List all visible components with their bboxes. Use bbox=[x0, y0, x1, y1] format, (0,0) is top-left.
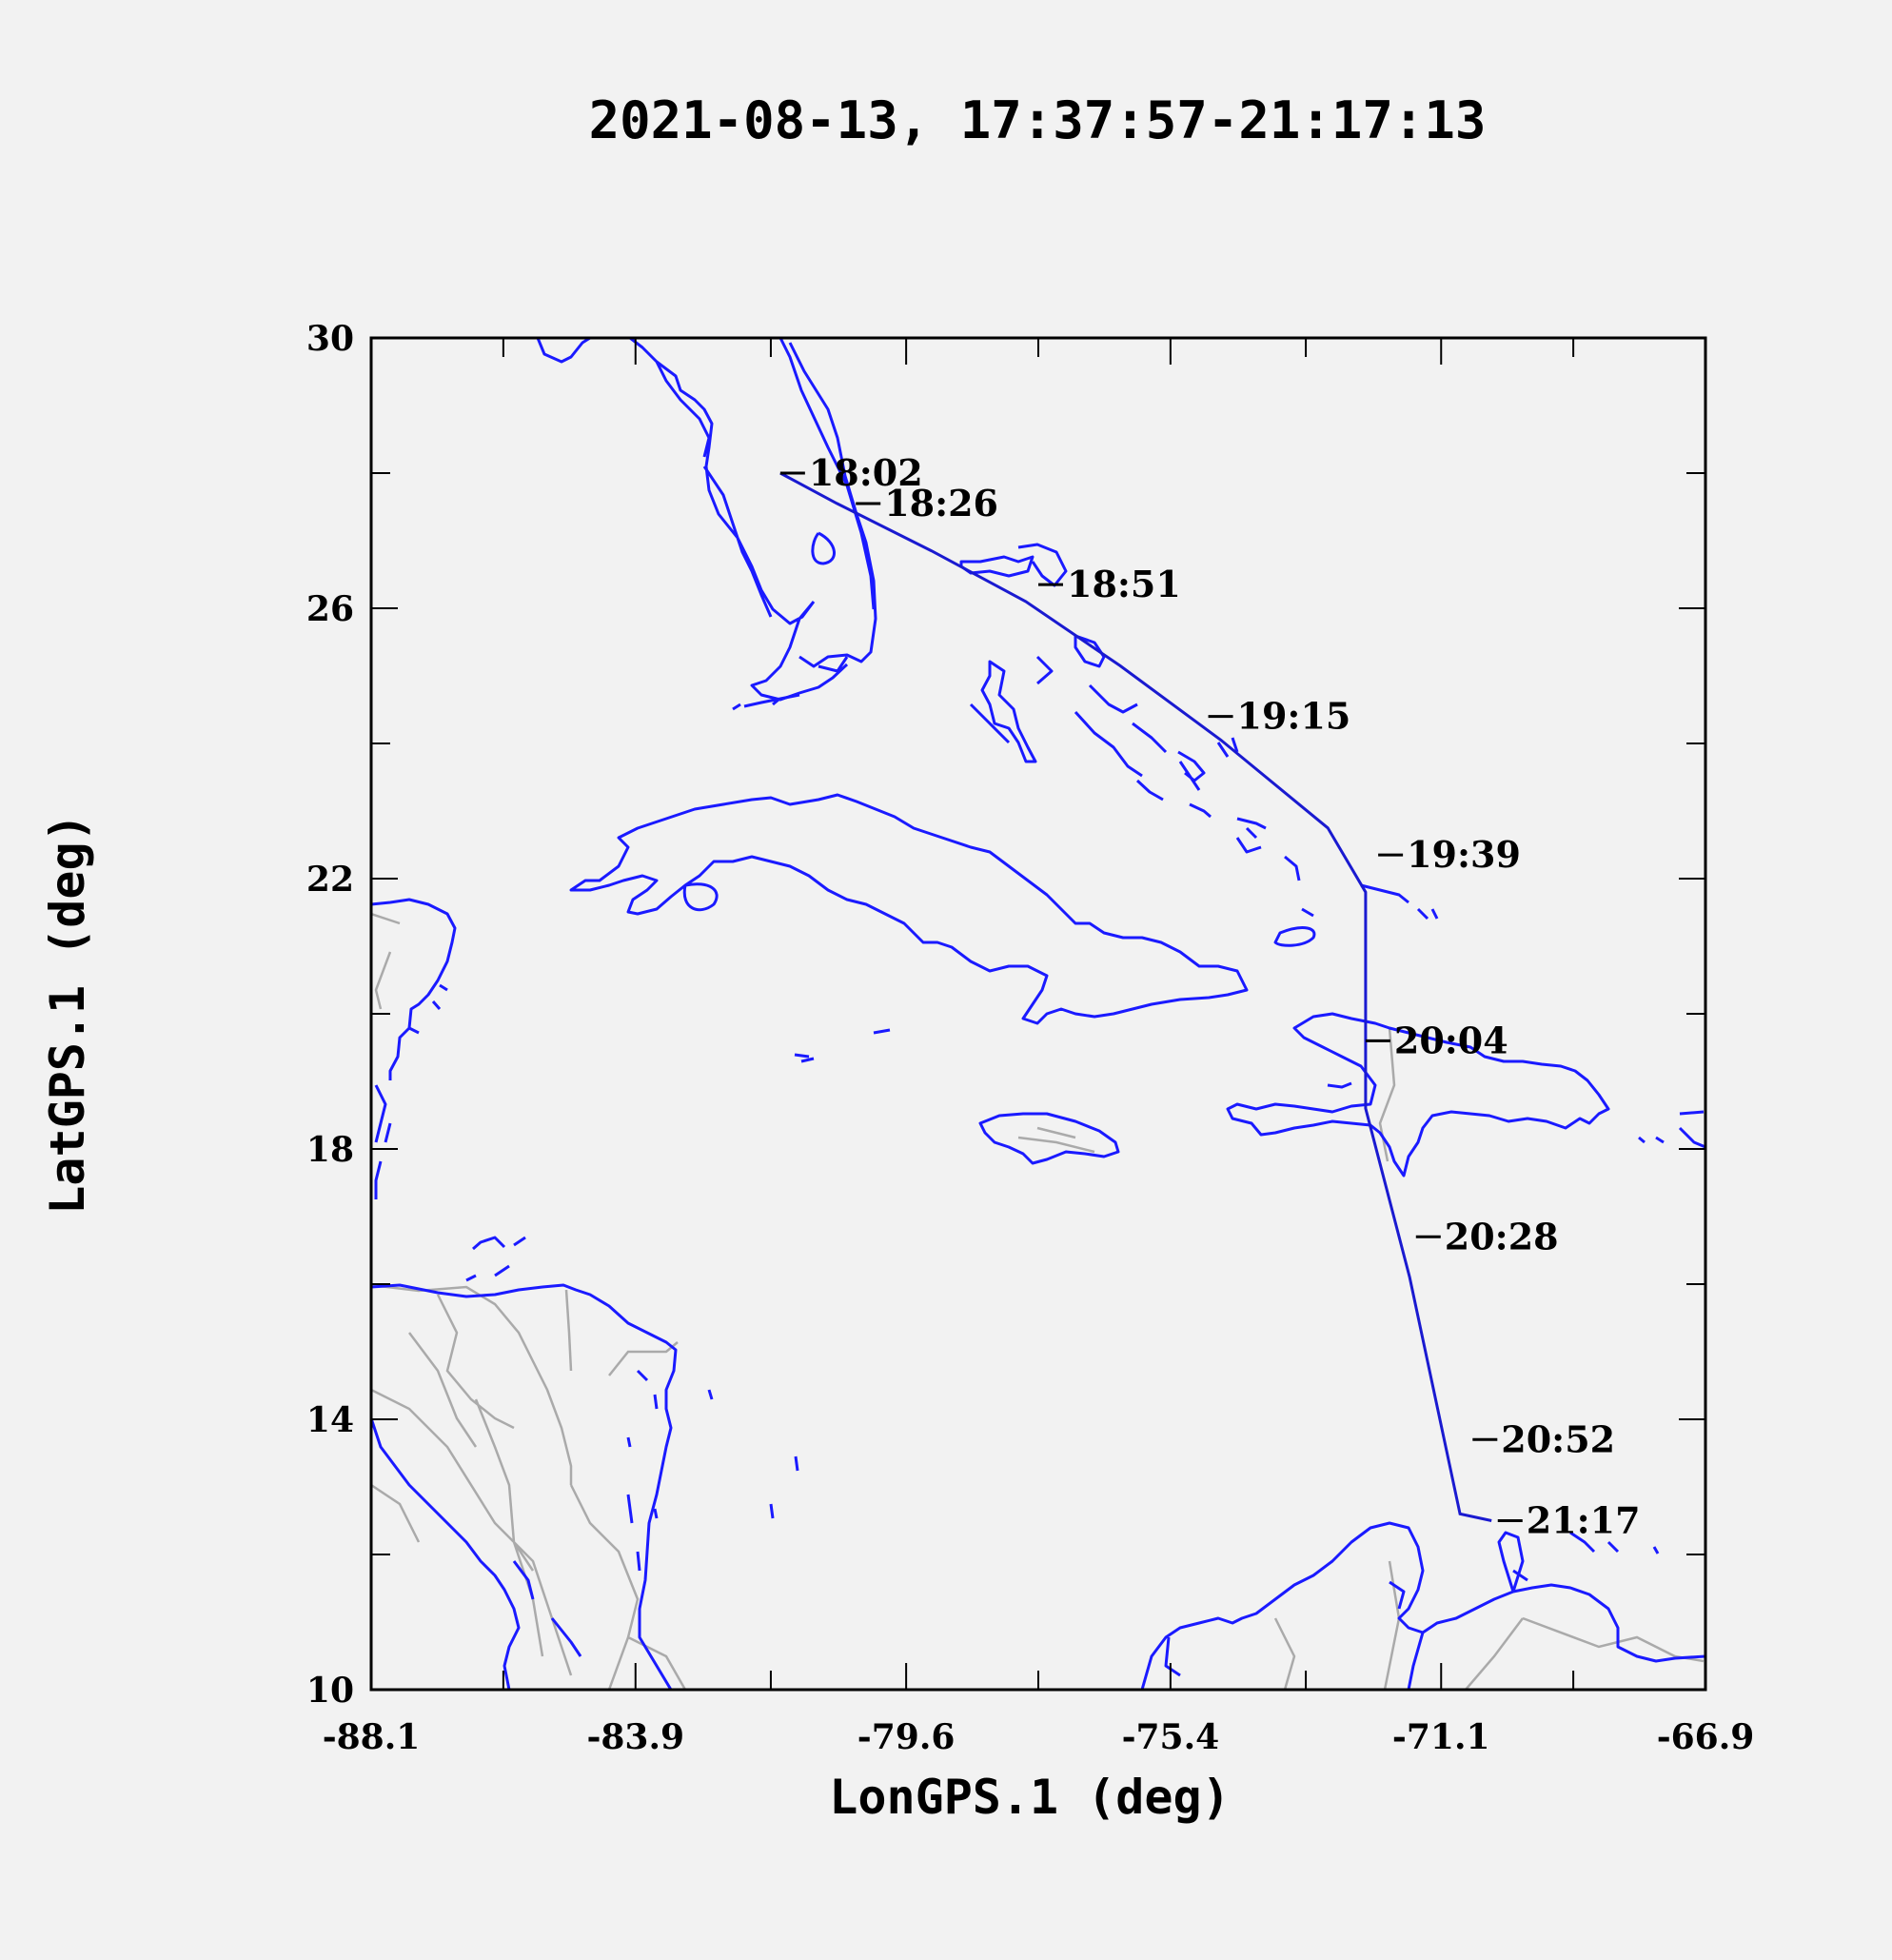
time-mark-label: 20:28 bbox=[1445, 1215, 1559, 1257]
x-tick-label: -71.1 bbox=[1392, 1717, 1490, 1757]
x-tick-labels: -88.1 -83.9 -79.6 -75.4 -71.1 -66.9 bbox=[323, 1717, 1755, 1757]
x-tick-label: -88.1 bbox=[323, 1717, 421, 1757]
y-tick-label: 22 bbox=[306, 860, 354, 900]
coastlines bbox=[371, 338, 1705, 1690]
x-tick-label: -83.9 bbox=[586, 1717, 684, 1757]
y-tick-label: 18 bbox=[306, 1130, 354, 1170]
x-tick-label: -79.6 bbox=[857, 1717, 956, 1757]
time-mark-label: 18:51 bbox=[1067, 563, 1181, 605]
y-tick-labels: 10 14 18 22 26 30 bbox=[306, 319, 354, 1711]
time-mark-label: 21:17 bbox=[1527, 1499, 1641, 1542]
y-tick-label: 26 bbox=[306, 589, 354, 629]
axis-ticks bbox=[370, 337, 1706, 1691]
y-tick-label: 30 bbox=[306, 319, 354, 359]
time-mark-label: 19:15 bbox=[1237, 695, 1351, 738]
x-axis-label: LonGPS.1 (deg) bbox=[829, 1770, 1230, 1825]
time-mark-label: 18:26 bbox=[884, 482, 998, 525]
map-geography bbox=[371, 338, 1705, 1690]
time-mark-label: 18:02 bbox=[809, 451, 923, 494]
time-mark-label: 19:39 bbox=[1407, 833, 1521, 876]
x-tick-label: -66.9 bbox=[1657, 1717, 1755, 1757]
chart-title: 2021-08-13, 17:37:57-21:17:13 bbox=[589, 90, 1487, 150]
flight-track bbox=[779, 471, 1492, 1522]
x-tick-label: -75.4 bbox=[1122, 1717, 1220, 1757]
y-axis-label: LatGPS.1 (deg) bbox=[40, 813, 95, 1214]
y-tick-label: 10 bbox=[306, 1671, 354, 1711]
time-mark-label: 20:52 bbox=[1501, 1417, 1615, 1460]
y-tick-label: 14 bbox=[306, 1400, 354, 1440]
time-mark-label: 20:04 bbox=[1394, 1019, 1508, 1061]
